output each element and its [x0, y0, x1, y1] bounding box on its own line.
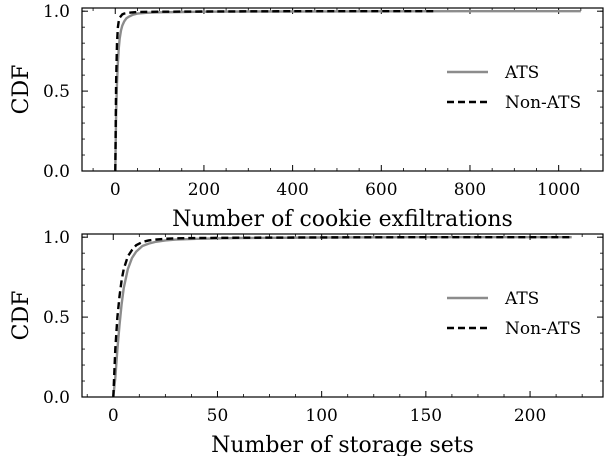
y-tick-label: 0.5	[43, 308, 70, 328]
x-tick-label: 400	[276, 180, 308, 200]
x-tick-label: 150	[410, 406, 442, 426]
legend: ATS Non-ATS	[447, 63, 581, 113]
y-axis-label: CDF	[9, 291, 34, 341]
x-tick-label: 1000	[537, 180, 580, 200]
plot-frame	[81, 7, 604, 172]
plot-frame	[81, 233, 604, 398]
chart-panel-2: 0 50 100 150 200 0.0 0.5 1.0 Number of storage s…	[9, 228, 604, 456]
x-tick-label: 50	[207, 406, 229, 426]
y-tick-label: 1.0	[43, 2, 70, 22]
x-axis-label: Number of storage sets	[211, 433, 474, 456]
legend: ATS Non-ATS	[447, 289, 581, 339]
x-tick-label: 100	[305, 406, 337, 426]
x-tick-label: 800	[454, 180, 486, 200]
series-line-non-ats	[112, 235, 572, 398]
legend-label: ATS	[504, 289, 539, 309]
series-line-non-ats	[114, 9, 435, 172]
y-tick-label: 0.0	[43, 162, 70, 182]
legend-label: ATS	[504, 63, 539, 83]
x-tick-label: 0	[108, 406, 119, 426]
y-axis-label: CDF	[9, 65, 34, 115]
x-tick-label: 200	[514, 406, 546, 426]
y-tick-label: 0.0	[43, 388, 70, 408]
chart-panel-1: 0 200 400 600 800 1000 0.0 0.5 1.0 Number of cook…	[9, 2, 604, 232]
x-tick-label: 0	[110, 180, 121, 200]
legend-label: Non-ATS	[505, 93, 581, 113]
series-line-ats	[112, 235, 572, 398]
legend-label: Non-ATS	[505, 319, 581, 339]
y-tick-label: 1.0	[43, 228, 70, 248]
y-tick-label: 0.5	[43, 82, 70, 102]
series-line-ats	[114, 9, 581, 172]
x-tick-label: 600	[365, 180, 397, 200]
x-axis-label: Number of cookie exfiltrations	[172, 207, 513, 232]
x-tick-label: 200	[188, 180, 220, 200]
